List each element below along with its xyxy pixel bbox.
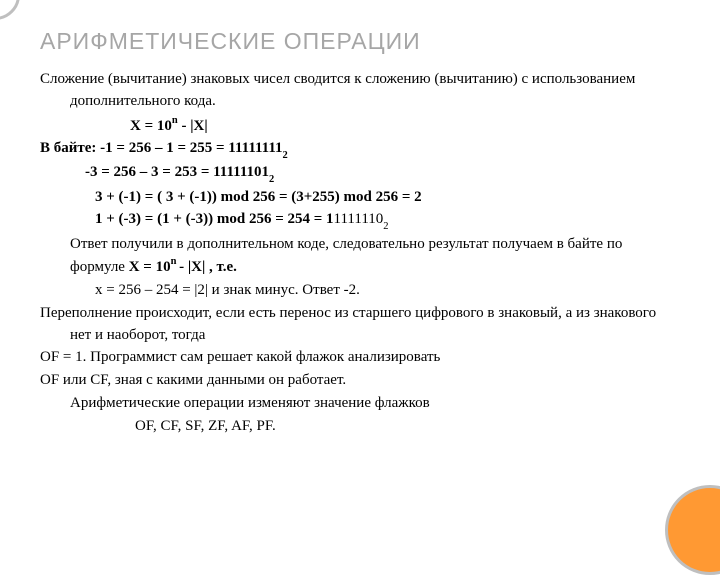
line-overflow: Переполнение происходит, если есть перен… <box>40 303 680 347</box>
line-intro: Сложение (вычитание) знаковых чисел свод… <box>40 69 680 113</box>
line-flags: OF, CF, SF, ZF, AF, PF. <box>40 416 680 438</box>
line-answer-desc: Ответ получили в дополнительном коде, сл… <box>40 234 680 280</box>
line-byte-1: В байте: -1 = 256 – 1 = 255 = 111111112 <box>40 138 680 161</box>
line-calc-2: 1 + (-3) = (1 + (-3)) mod 256 = 254 = 11… <box>40 209 680 232</box>
line-calc-1: 3 + (-1) = ( 3 + (-1)) mod 256 = (3+255)… <box>40 187 680 209</box>
decor-circle-bottom-right <box>665 485 720 575</box>
line-byte-2: -3 = 256 – 3 = 253 = 111111012 <box>40 162 680 185</box>
line-of: OF = 1. Программист сам решает какой фла… <box>40 347 680 369</box>
line-result: x = 256 – 254 = |2| и знак минус. Ответ … <box>40 280 680 302</box>
line-flags-intro: Арифметические операции изменяют значени… <box>40 393 680 415</box>
slide-title: АРИФМЕТИЧЕСКИЕ ОПЕРАЦИИ <box>0 0 720 69</box>
line-ofcf: OF или CF, зная с какими данными он рабо… <box>40 370 680 392</box>
slide-content: Сложение (вычитание) знаковых чисел свод… <box>0 69 720 437</box>
line-formula: X = 10n - |X| <box>40 114 680 138</box>
